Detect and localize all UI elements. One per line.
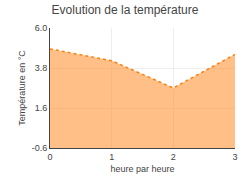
svg-text:Température en °C: Température en °C [17,50,27,126]
svg-text:-0.6: -0.6 [32,143,48,153]
svg-text:Evolution de la température: Evolution de la température [52,3,199,17]
svg-text:3.8: 3.8 [35,63,48,73]
svg-text:2: 2 [171,152,176,162]
svg-text:3: 3 [232,152,237,162]
svg-text:heure par heure: heure par heure [110,164,174,174]
svg-text:1: 1 [109,152,114,162]
svg-text:6.0: 6.0 [35,23,48,33]
svg-text:1.6: 1.6 [35,103,48,113]
svg-text:0: 0 [47,152,52,162]
